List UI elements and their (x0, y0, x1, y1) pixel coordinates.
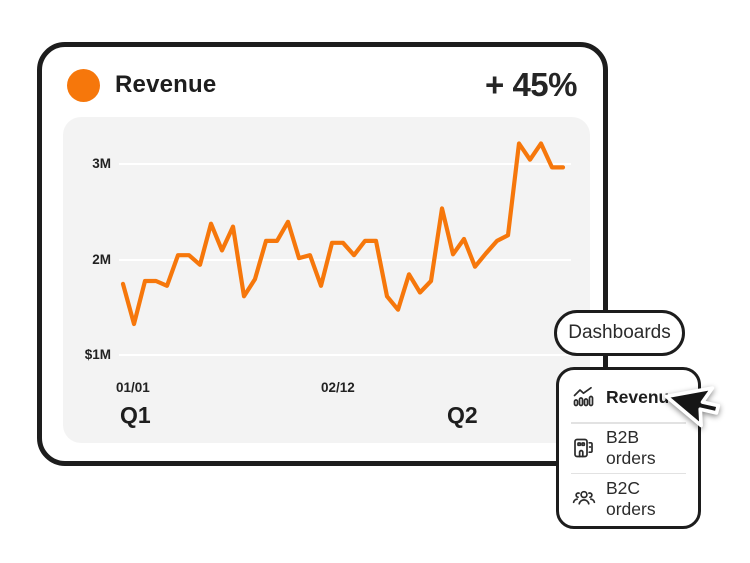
revenue-line (120, 141, 566, 327)
revenue-line-chart (120, 141, 566, 327)
menu-item-label: B2C orders (606, 477, 656, 519)
menu-divider (571, 422, 686, 424)
legend-dot-icon (67, 68, 100, 102)
gridline-3m (119, 163, 571, 165)
x-tick-0212: 02/12 (321, 380, 355, 395)
dashboards-dropdown-trigger[interactable]: Dashboards (554, 310, 685, 356)
building-icon (572, 436, 596, 460)
dashboards-trigger-label: Dashboards (568, 322, 671, 343)
y-tick-3m: 3M (92, 156, 111, 171)
quarter-label-q2: Q2 (447, 402, 478, 428)
menu-item[interactable]: B2B orders (559, 424, 698, 473)
x-tick-0101: 01/01 (116, 380, 150, 395)
menu-item[interactable]: B2C orders (559, 474, 698, 523)
revenue-chart-panel: 3M 2M $1M 01/01 02/12 Q1 Q2 (63, 117, 590, 443)
card-title: Revenue (115, 71, 217, 98)
gridline-1m (119, 354, 571, 356)
menu-item[interactable]: Revenue (559, 373, 698, 422)
menu-divider (571, 472, 686, 474)
quarter-label-q1: Q1 (120, 402, 151, 428)
y-tick-1m: $1M (84, 347, 111, 362)
card-header: Revenue + 45% (42, 47, 603, 113)
menu-item-label: B2B orders (606, 427, 656, 468)
revenue-card: Revenue + 45% 3M 2M $1M 01/01 02/12 Q1 Q… (37, 42, 608, 466)
bar-chart-trend-icon (572, 386, 596, 410)
menu-item-label: Revenue (606, 387, 679, 407)
people-group-icon (572, 487, 596, 511)
change-badge: + 45% (485, 66, 578, 103)
dashboards-dropdown-menu: Revenue B2B orders (556, 367, 701, 529)
gridline-2m (119, 259, 571, 261)
y-tick-2m: 2M (92, 252, 111, 267)
